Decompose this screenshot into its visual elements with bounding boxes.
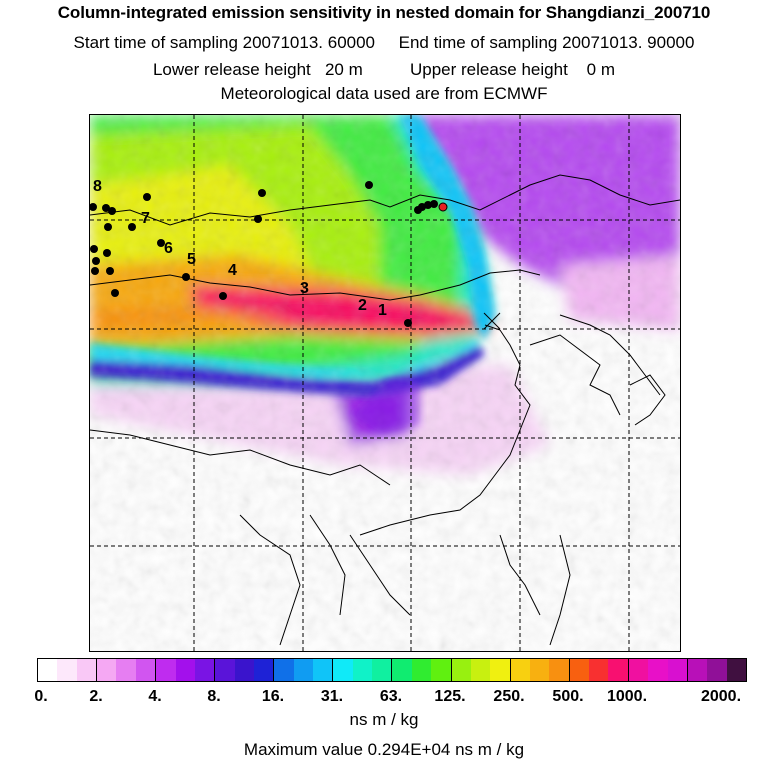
colorbar-swatch [490,659,511,681]
map-title: Column-integrated emission sensitivity i… [57,3,711,22]
colorbar-swatch [667,659,688,681]
colorbar-swatch [589,659,609,681]
colorbar-swatch [608,659,629,681]
traj-label-6: 6 [164,240,173,257]
colorbar-tick-label: 0. [34,688,48,705]
colorbar-swatch [38,659,58,681]
colorbar-swatch [726,659,746,681]
colorbar-swatch [76,659,98,681]
colorbar-swatch [529,659,550,681]
colorbar-swatch [333,659,353,681]
receptor-cross-marker [483,312,501,330]
colorbar-swatch [707,659,727,681]
traj-label-7: 7 [141,210,150,227]
sampling-time-line: Start time of sampling 20071013. 60000 E… [73,33,695,52]
colorbar-tick-label: 2. [89,688,103,705]
release-height-line: Lower release height 20 m Upper release … [152,60,616,79]
receptor-site-marker [438,202,448,212]
colorbar-swatch [234,659,254,681]
colorbar-swatch [372,659,393,681]
traj-label-1: 1 [378,302,387,319]
colorbar-swatch [431,659,452,681]
colorbar-tick-label: 250. [493,688,525,705]
colorbar-tick-label: 125. [434,688,466,705]
colorbar-swatch [253,659,275,681]
colorbar-tick-label: 63. [379,688,403,705]
colorbar-tick-label: 500. [552,688,584,705]
traj-label-5: 5 [187,251,196,268]
colorbar-swatch [411,659,432,681]
colorbar-tick-label: 2000. [700,688,742,705]
colorbar-swatch [57,659,77,681]
colorbar-tick-label: 1000. [606,688,648,705]
map-panel: 1 2 3 4 5 6 7 8 [89,114,681,652]
traj-label-3: 3 [300,280,309,297]
colorbar-swatch [156,659,176,681]
colorbar-tick-label: 8. [207,688,221,705]
colorbar-swatch [194,659,216,681]
coastlines-borders [90,174,680,646]
colorbar-swatch [392,659,412,681]
colorbar-swatch [116,659,136,681]
meteo-data-line: Meteorological data used are from ECMWF [220,84,548,103]
trajectory-labels: 1 2 3 4 5 6 7 8 [93,178,387,319]
colorbar-swatch [451,659,471,681]
release-point-markers [90,181,438,327]
map-canvas: 1 2 3 4 5 6 7 8 [90,115,680,651]
colorbar-swatch [313,659,334,681]
max-value-text: Maximum value 0.294E+04 ns m / kg [243,740,525,759]
colorbar-swatch [648,659,668,681]
colorbar-swatch [293,659,314,681]
colorbar-swatch [569,659,590,681]
colorbar-tick-label: 16. [261,688,285,705]
colorbar-swatch [135,659,157,681]
colorbar [37,658,747,682]
colorbar-swatch [274,659,294,681]
colorbar-tick-label: 31. [320,688,344,705]
traj-label-8: 8 [93,178,102,195]
traj-label-4: 4 [228,262,237,279]
colorbar-tick-label: 4. [148,688,162,705]
colorbar-swatch [352,659,373,681]
traj-label-2: 2 [358,297,367,314]
emission-sensitivity-field [90,115,680,651]
colorbar-swatch [628,659,649,681]
colorbar-swatch [175,659,195,681]
colorbar-swatch [97,659,117,681]
colorbar-swatch [470,659,491,681]
colorbar-swatch [549,659,570,681]
colorbar-swatch [687,659,708,681]
colorbar-swatch [215,659,235,681]
colorbar-units: ns m / kg [349,710,419,729]
colorbar-swatch [510,659,530,681]
